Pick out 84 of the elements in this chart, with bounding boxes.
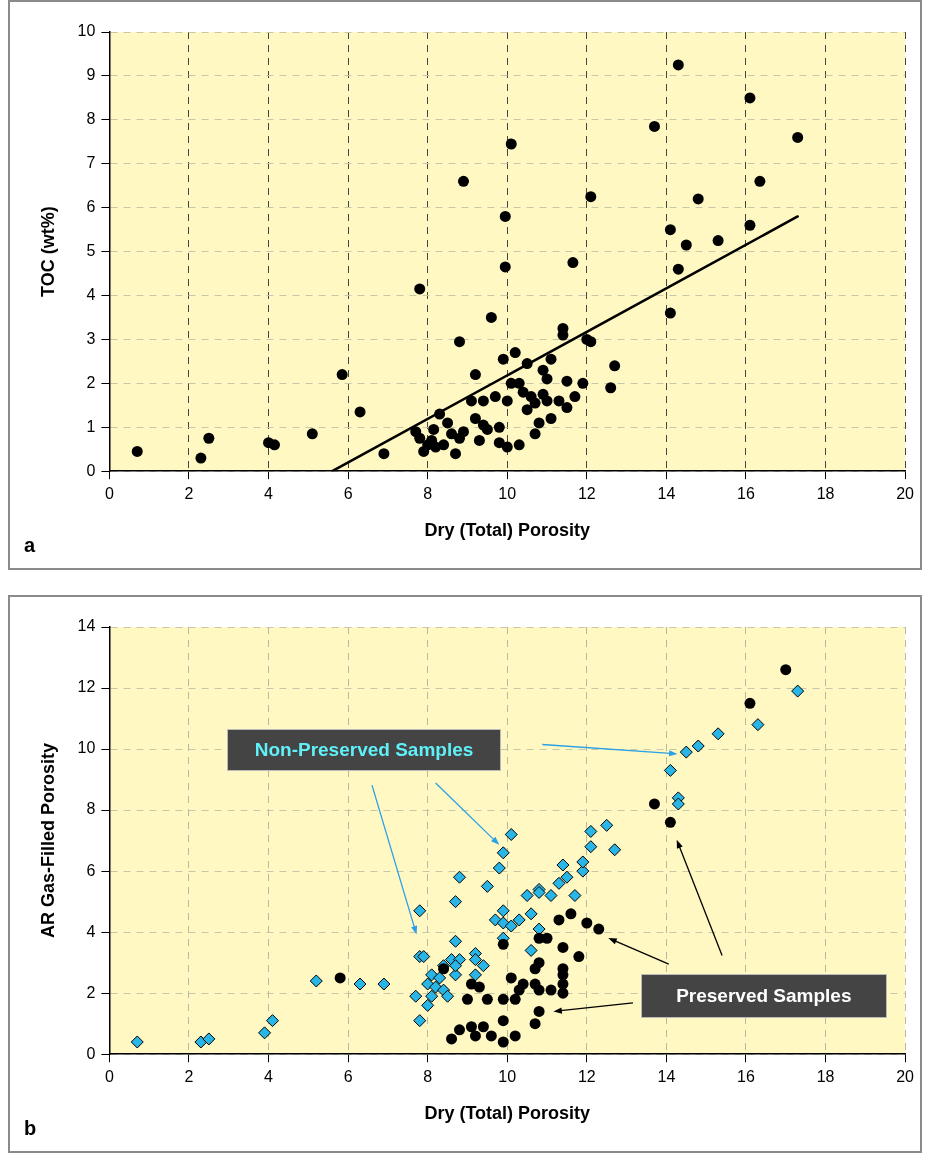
y-axis-title: AR Gas-Filled Porosity: [37, 743, 58, 939]
point: [545, 984, 557, 996]
x-tick-label: 18: [816, 1068, 835, 1086]
point: [509, 993, 521, 1005]
x-tick-label: 14: [657, 1068, 676, 1086]
x-tick-label: 10: [498, 485, 517, 503]
point: [505, 972, 517, 984]
y-tick-label: 1: [86, 417, 96, 435]
y-tick-label: 0: [86, 1044, 96, 1062]
x-tick-label: 2: [184, 1068, 194, 1086]
point: [593, 923, 605, 935]
point: [334, 972, 346, 984]
point: [477, 1021, 489, 1033]
point: [461, 993, 473, 1005]
point: [553, 914, 565, 926]
point: [446, 1033, 458, 1045]
x-tick-label: 16: [737, 485, 755, 503]
y-tick-label: 10: [77, 22, 96, 40]
x-tick-label: 20: [896, 485, 915, 503]
point: [533, 984, 545, 996]
point: [557, 941, 569, 953]
point: [573, 951, 585, 963]
x-tick-label: 2: [184, 485, 194, 503]
x-tick-label: 16: [737, 1068, 755, 1086]
point: [465, 1021, 477, 1033]
text: a: [24, 534, 36, 556]
y-tick-label: 12: [77, 678, 96, 696]
x-tick-label: 4: [264, 1068, 274, 1086]
point: [513, 984, 525, 996]
point: [454, 1024, 466, 1036]
point: [497, 1015, 509, 1027]
y-tick-label: 4: [86, 285, 96, 303]
text: b: [24, 1117, 37, 1139]
y-tick-label: 2: [86, 373, 96, 391]
y-tick-label: 0: [86, 461, 96, 479]
x-tick-label: 8: [423, 1068, 433, 1086]
label-box: Non-Preserved Samples: [227, 728, 501, 772]
x-tick-label: 14: [657, 485, 676, 503]
y-tick-label: 6: [86, 861, 96, 879]
point: [581, 917, 593, 929]
point: [664, 816, 676, 828]
point: [497, 938, 509, 950]
point: [780, 664, 792, 676]
x-tick-label: 20: [896, 1068, 915, 1086]
point: [744, 697, 756, 709]
x-tick-label: 8: [423, 485, 433, 503]
y-tick-label: 6: [86, 198, 96, 216]
y-tick-label: 9: [86, 66, 96, 84]
point: [529, 1018, 541, 1030]
point: [509, 1030, 521, 1042]
x-tick-label: 4: [264, 485, 274, 503]
point: [485, 1030, 497, 1042]
y-tick-label: 5: [86, 242, 96, 260]
y-tick-label: 4: [86, 922, 96, 940]
point: [648, 798, 660, 810]
x-tick-label: 6: [343, 1068, 353, 1086]
y-tick-label: 3: [86, 329, 96, 347]
point: [565, 908, 577, 920]
x-tick-label: 10: [498, 1068, 517, 1086]
point: [481, 993, 493, 1005]
point: [473, 981, 485, 993]
x-axis-title: Dry (Total) Porosity: [424, 520, 591, 541]
x-tick-label: 12: [577, 1068, 596, 1086]
y-tick-label: 8: [86, 800, 96, 818]
x-tick-label: 18: [816, 485, 835, 503]
x-tick-label: 6: [343, 485, 353, 503]
point: [497, 1036, 509, 1048]
point: [533, 1005, 545, 1017]
point: [557, 987, 569, 999]
x-tick-label: 0: [104, 485, 114, 503]
x-axis-title: Dry (Total) Porosity: [424, 1103, 591, 1124]
x-tick-label: 12: [577, 485, 596, 503]
point: [438, 963, 450, 975]
y-tick-label: 7: [86, 154, 96, 172]
y-axis-title: TOC (wt%): [37, 206, 58, 297]
y-tick-label: 14: [77, 617, 96, 635]
x-tick-label: 0: [104, 1068, 114, 1086]
point: [469, 1030, 481, 1042]
y-tick-label: 2: [86, 983, 96, 1001]
point: [497, 993, 509, 1005]
label-box: Preserved Samples: [640, 974, 887, 1018]
point: [529, 963, 541, 975]
y-tick-label: 10: [77, 739, 96, 757]
y-tick-label: 8: [86, 110, 96, 128]
